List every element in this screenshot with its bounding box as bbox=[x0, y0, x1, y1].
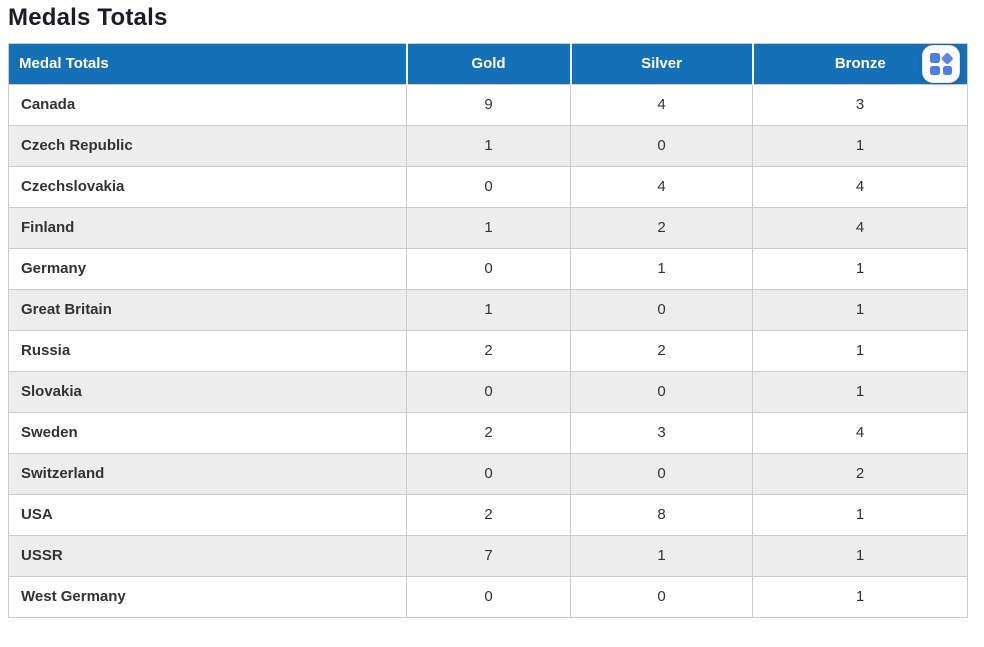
gold-cell: 1 bbox=[406, 125, 571, 167]
country-cell: Sweden bbox=[8, 412, 407, 454]
table-row: Switzerland 0 0 2 bbox=[8, 453, 968, 495]
country-cell: USSR bbox=[8, 535, 407, 577]
table-body: Canada 9 4 3 Czech Republic 1 0 1 Czechslovakia 0… bbox=[8, 84, 968, 618]
bronze-cell: 1 bbox=[752, 289, 968, 331]
silver-cell: 1 bbox=[570, 535, 753, 577]
gold-cell: 1 bbox=[406, 289, 571, 331]
bronze-cell: 4 bbox=[752, 166, 968, 208]
page-title: Medals Totals bbox=[8, 4, 168, 31]
table-row: Germany 0 1 1 bbox=[8, 248, 968, 290]
table-row: West Germany 0 0 1 bbox=[8, 576, 968, 618]
table-row: Russia 2 2 1 bbox=[8, 330, 968, 372]
table-row: Canada 9 4 3 bbox=[8, 84, 968, 126]
bronze-cell: 1 bbox=[752, 125, 968, 167]
silver-cell: 0 bbox=[570, 289, 753, 331]
country-cell: USA bbox=[8, 494, 407, 536]
gold-cell: 0 bbox=[406, 371, 571, 413]
country-cell: Germany bbox=[8, 248, 407, 290]
table-row: Great Britain 1 0 1 bbox=[8, 289, 968, 331]
gold-cell: 0 bbox=[406, 248, 571, 290]
silver-cell: 0 bbox=[570, 371, 753, 413]
silver-cell: 3 bbox=[570, 412, 753, 454]
column-header-gold: Gold bbox=[405, 43, 571, 85]
table-row: Czech Republic 1 0 1 bbox=[8, 125, 968, 167]
bronze-cell: 2 bbox=[752, 453, 968, 495]
table-row: Sweden 2 3 4 bbox=[8, 412, 968, 454]
medals-table: Medal Totals Gold Silver Bronze Canada 9 4… bbox=[8, 43, 968, 618]
table-row: USSR 7 1 1 bbox=[8, 535, 968, 577]
table-row: Finland 1 2 4 bbox=[8, 207, 968, 249]
column-header-silver: Silver bbox=[569, 43, 753, 85]
table-row: Czechslovakia 0 4 4 bbox=[8, 166, 968, 208]
silver-cell: 0 bbox=[570, 125, 753, 167]
header-row: Medal Totals Gold Silver Bronze bbox=[8, 43, 968, 85]
bronze-cell: 3 bbox=[752, 84, 968, 126]
silver-cell: 1 bbox=[570, 248, 753, 290]
silver-cell: 4 bbox=[570, 166, 753, 208]
bronze-cell: 4 bbox=[752, 412, 968, 454]
bronze-cell: 1 bbox=[752, 494, 968, 536]
column-header-medal-totals: Medal Totals bbox=[8, 43, 407, 85]
silver-cell: 0 bbox=[570, 576, 753, 618]
country-cell: West Germany bbox=[8, 576, 407, 618]
table-row: USA 2 8 1 bbox=[8, 494, 968, 536]
country-cell: Canada bbox=[8, 84, 407, 126]
gold-cell: 1 bbox=[406, 207, 571, 249]
widgets-grid-icon bbox=[930, 51, 954, 75]
gold-cell: 0 bbox=[406, 576, 571, 618]
country-cell: Finland bbox=[8, 207, 407, 249]
gold-cell: 2 bbox=[406, 330, 571, 372]
gold-cell: 2 bbox=[406, 494, 571, 536]
widgets-button[interactable] bbox=[922, 45, 960, 83]
country-cell: Slovakia bbox=[8, 371, 407, 413]
silver-cell: 0 bbox=[570, 453, 753, 495]
bronze-cell: 1 bbox=[752, 371, 968, 413]
bronze-cell: 1 bbox=[752, 248, 968, 290]
country-cell: Russia bbox=[8, 330, 407, 372]
silver-cell: 8 bbox=[570, 494, 753, 536]
silver-cell: 2 bbox=[570, 330, 753, 372]
gold-cell: 0 bbox=[406, 166, 571, 208]
gold-cell: 7 bbox=[406, 535, 571, 577]
table-header: Medal Totals Gold Silver Bronze bbox=[8, 43, 968, 85]
bronze-cell: 4 bbox=[752, 207, 968, 249]
table-row: Slovakia 0 0 1 bbox=[8, 371, 968, 413]
country-cell: Switzerland bbox=[8, 453, 407, 495]
bronze-cell: 1 bbox=[752, 330, 968, 372]
silver-cell: 4 bbox=[570, 84, 753, 126]
silver-cell: 2 bbox=[570, 207, 753, 249]
country-cell: Great Britain bbox=[8, 289, 407, 331]
gold-cell: 2 bbox=[406, 412, 571, 454]
gold-cell: 9 bbox=[406, 84, 571, 126]
bronze-cell: 1 bbox=[752, 576, 968, 618]
bronze-cell: 1 bbox=[752, 535, 968, 577]
medals-widget: Medal Totals Gold Silver Bronze Canada 9 4… bbox=[8, 43, 968, 618]
gold-cell: 0 bbox=[406, 453, 571, 495]
country-cell: Czech Republic bbox=[8, 125, 407, 167]
country-cell: Czechslovakia bbox=[8, 166, 407, 208]
